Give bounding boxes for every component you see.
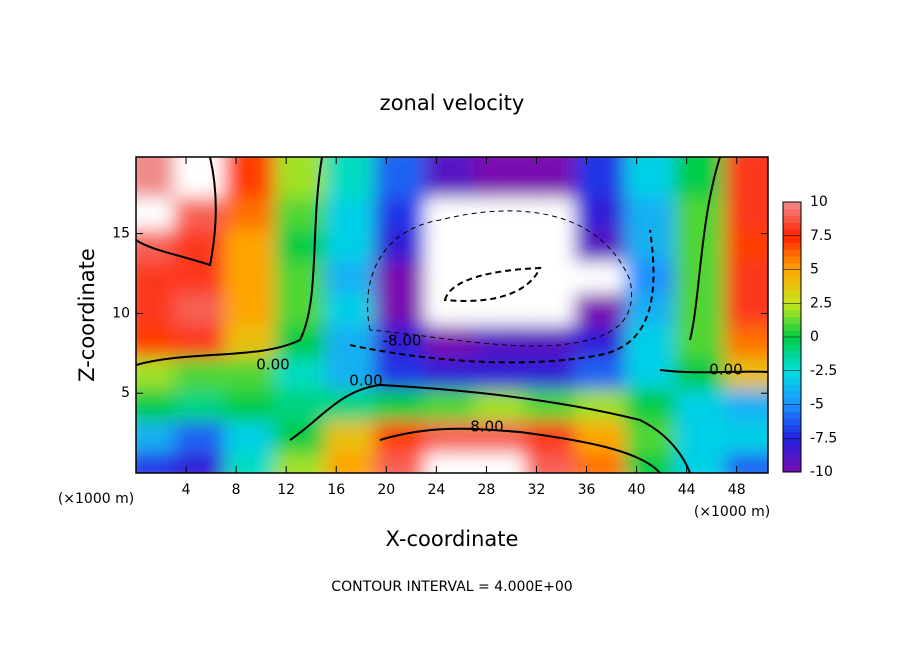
- contour-line: [689, 157, 721, 341]
- colorbar-swatch: [783, 391, 801, 399]
- colorbar-swatch: [783, 458, 801, 466]
- y-tick-label: 15: [112, 226, 130, 242]
- contour-line: [659, 369, 768, 374]
- contour-label: 0.00: [709, 361, 742, 379]
- contour-line: [349, 229, 655, 364]
- colorbar-swatch: [783, 431, 801, 439]
- colorbar-tick-label: 7.5: [810, 228, 832, 244]
- colorbar-swatch: [783, 404, 801, 412]
- colorbar-swatch: [783, 465, 801, 473]
- plot-frame: [135, 156, 769, 474]
- y-tick-label: 5: [121, 385, 130, 401]
- contour-label: 0.00: [256, 356, 289, 374]
- colorbar-swatch: [783, 229, 801, 237]
- colorbar-tick-label: 10: [810, 194, 828, 210]
- x-tick-label: 16: [327, 482, 345, 498]
- cells: [136, 157, 768, 473]
- y-axis-label: Z-coordinate: [75, 248, 99, 382]
- contour-label: 8.00: [470, 418, 503, 436]
- chart-title: zonal velocity: [380, 91, 525, 115]
- colorbar-swatch: [783, 397, 801, 405]
- x-tick-label: 8: [232, 482, 241, 498]
- contour-line: [136, 157, 323, 366]
- x-tick-label: 4: [182, 482, 191, 498]
- colorbar-tick-label: -7.5: [810, 430, 837, 446]
- x-tick-label: 36: [578, 482, 596, 498]
- colorbar-swatch: [783, 215, 801, 223]
- colorbar-swatch: [783, 296, 801, 304]
- colorbar-swatch: [783, 370, 801, 378]
- colorbar-swatch: [783, 283, 801, 291]
- x-axis-label: X-coordinate: [386, 527, 519, 551]
- x-tick-label: 32: [528, 482, 546, 498]
- colorbar-swatch: [783, 337, 801, 345]
- contour-label: -8.00: [383, 332, 422, 350]
- x-unit-label: (×1000 m): [694, 504, 770, 520]
- contour-label-group: 0.00 0.00 0.00 -8.00 8.00: [256, 332, 742, 436]
- colorbar-swatch: [783, 242, 801, 250]
- contour-line: [136, 157, 217, 267]
- colorbar-swatch: [783, 208, 801, 216]
- field-cell: [724, 157, 768, 198]
- colorbar-swatch: [783, 424, 801, 432]
- contour-line: [289, 383, 691, 473]
- colorbar-swatch: [783, 330, 801, 338]
- x-tick-label: 12: [277, 482, 295, 498]
- colorbar-swatch: [783, 343, 801, 351]
- colorbar-swatch: [783, 249, 801, 257]
- contour-line: [379, 427, 661, 473]
- x-tick-label: 24: [427, 482, 445, 498]
- colorbar-swatch: [783, 357, 801, 365]
- y-tick-label: 10: [112, 305, 130, 321]
- colorbar-swatch: [783, 384, 801, 392]
- x-unit-label: (×1000 m): [58, 491, 134, 507]
- colorbar-tick-label: 5: [810, 262, 819, 278]
- colorbar-swatch: [783, 445, 801, 453]
- colorbar-swatch: [783, 364, 801, 372]
- field: [136, 157, 768, 473]
- colorbar-tick-label: 0: [810, 329, 819, 345]
- colorbar-swatch: [783, 303, 801, 311]
- colorbar-swatch: [783, 276, 801, 284]
- x-tick-label: 44: [678, 482, 696, 498]
- colorbar-swatch: [783, 256, 801, 264]
- colorbar-swatch: [783, 262, 801, 270]
- colorbar-swatch: [783, 269, 801, 277]
- colorbar-swatch: [783, 438, 801, 446]
- colorbar-swatch: [783, 451, 801, 459]
- contour-lines: [136, 157, 768, 473]
- colorbar-swatch: [783, 377, 801, 385]
- colorbar-swatch: [783, 222, 801, 230]
- colorbar-swatch: [783, 289, 801, 297]
- colorbar-tick-label: -10: [810, 464, 833, 480]
- footer-note: CONTOUR INTERVAL = 4.000E+00: [331, 579, 572, 595]
- colorbar-swatch: [783, 323, 801, 331]
- colorbar-tick-label: 2.5: [810, 295, 832, 311]
- colorbar-tick-label: -5: [810, 397, 824, 413]
- x-tick-label: 28: [478, 482, 496, 498]
- colorbar-swatch: [783, 350, 801, 358]
- colorbar-swatch: [783, 316, 801, 324]
- colorbar-swatch: [783, 235, 801, 243]
- contour-line: [443, 266, 542, 302]
- x-tick-label: 40: [628, 482, 646, 498]
- colorbar-swatch: [783, 310, 801, 318]
- colorbar-swatch: [783, 411, 801, 419]
- colorbar-swatch: [783, 418, 801, 426]
- x-tick-label: 48: [728, 482, 746, 498]
- contour-label: 0.00: [349, 372, 382, 390]
- x-tick-label: 20: [377, 482, 395, 498]
- colorbar-tick-label: -2.5: [810, 363, 837, 379]
- colorbar-swatch: [783, 202, 801, 210]
